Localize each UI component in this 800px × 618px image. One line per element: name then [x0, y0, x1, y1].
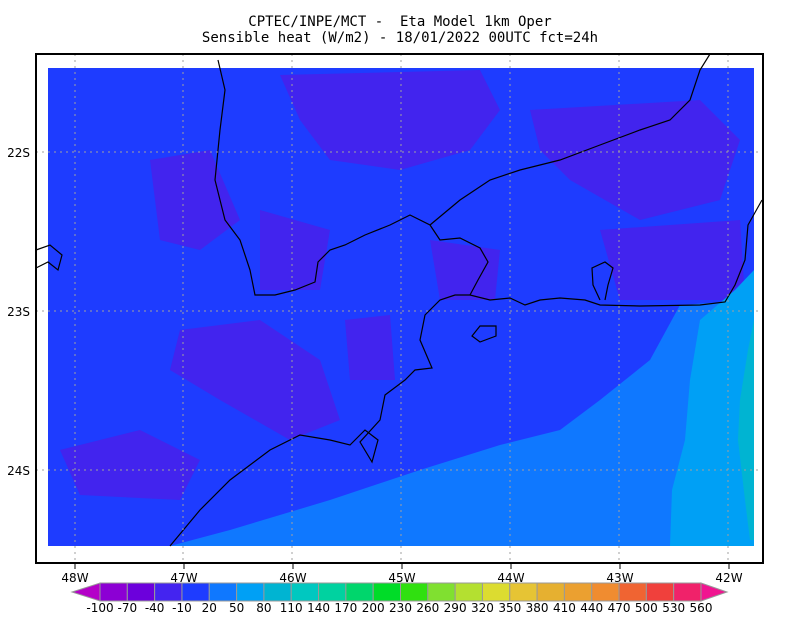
colorbar-label: 20: [202, 601, 217, 615]
colorbar-label: 560: [690, 601, 713, 615]
colorbar-label: 260: [416, 601, 439, 615]
colorbar-label: 500: [635, 601, 658, 615]
colorbar-label: 80: [256, 601, 271, 615]
ocean-mid-band: [170, 300, 754, 546]
lon-label: 48W: [61, 571, 88, 585]
colorbar-label: 290: [444, 601, 467, 615]
state-border-rj-mg: [214, 53, 711, 296]
coastline: [169, 199, 763, 547]
ocean-light-band: [670, 270, 754, 546]
colorbar-over-triangle: [700, 582, 729, 602]
lon-label: 46W: [279, 571, 306, 585]
colorbar-box: [563, 582, 593, 602]
land-negative-areas: [60, 70, 745, 500]
colorbar-label: 380: [526, 601, 549, 615]
colorbar-box: [99, 582, 128, 602]
colorbar-label: 110: [280, 601, 303, 615]
colorbar-box: [154, 582, 183, 602]
colorbar-under-triangle: [70, 582, 101, 602]
colorbar-label: -70: [118, 601, 138, 615]
colorbar-box: [290, 582, 320, 602]
colorbar-label: 50: [229, 601, 244, 615]
sensible-heat-field: [48, 68, 754, 546]
colorbar-label: 230: [389, 601, 412, 615]
colorbar-box: [427, 582, 456, 602]
colorbar-label: -40: [145, 601, 165, 615]
colorbar-label: 320: [471, 601, 494, 615]
lon-label: 45W: [388, 571, 415, 585]
colorbar-label: 530: [662, 601, 685, 615]
colorbar-label: 200: [362, 601, 385, 615]
colorbar-box: [454, 582, 483, 602]
title-line-2: Sensible heat (W/m2) - 18/01/2022 00UTC …: [201, 30, 599, 46]
colorbar-box: [591, 582, 620, 602]
gridlines: [36, 54, 763, 563]
coastline-and-borders: [35, 53, 763, 547]
lagoon-outline: [591, 261, 614, 301]
colorbar-label: -100: [86, 601, 113, 615]
lon-label: 44W: [497, 571, 524, 585]
colorbar-label: 170: [334, 601, 357, 615]
colorbar-box: [263, 582, 292, 602]
colorbar-box: [181, 582, 210, 602]
title-line-1: CPTEC/INPE/MCT - Eta Model 1km Oper: [248, 14, 552, 30]
colorbar-box: [645, 582, 675, 602]
colorbar-box: [208, 582, 238, 602]
colorbar-box: [509, 582, 538, 602]
island-outline: [471, 325, 497, 343]
lon-label: 42W: [715, 571, 742, 585]
colorbar-label: 410: [553, 601, 576, 615]
colorbar-label: 140: [307, 601, 330, 615]
colorbar-box: [481, 582, 511, 602]
colorbar-label: -10: [172, 601, 192, 615]
colorbar-box: [536, 582, 565, 602]
colorbar-box: [345, 582, 374, 602]
lat-label: 24S: [7, 464, 30, 478]
colorbar-box: [618, 582, 647, 602]
lat-label: 23S: [7, 305, 30, 319]
colorbar-box: [400, 582, 429, 602]
colorbar-label: 470: [608, 601, 631, 615]
west-coast-fragment: [35, 244, 63, 272]
plot-frame: [35, 53, 764, 564]
colorbar-label: 440: [580, 601, 603, 615]
colorbar: -100 -70 -40 -10 20 50 80 110 140 170 200 230 260 290…: [70, 582, 729, 615]
colorbar-box: [236, 582, 265, 602]
colorbar-box: [673, 582, 702, 602]
lon-label: 43W: [606, 571, 633, 585]
colorbar-label: 350: [498, 601, 521, 615]
lon-label: 47W: [170, 571, 197, 585]
colorbar-box: [126, 582, 156, 602]
colorbar-box: [318, 582, 347, 602]
ocean-cyan-band: [738, 320, 754, 540]
colorbar-box: [372, 582, 402, 602]
lat-label: 22S: [7, 146, 30, 160]
